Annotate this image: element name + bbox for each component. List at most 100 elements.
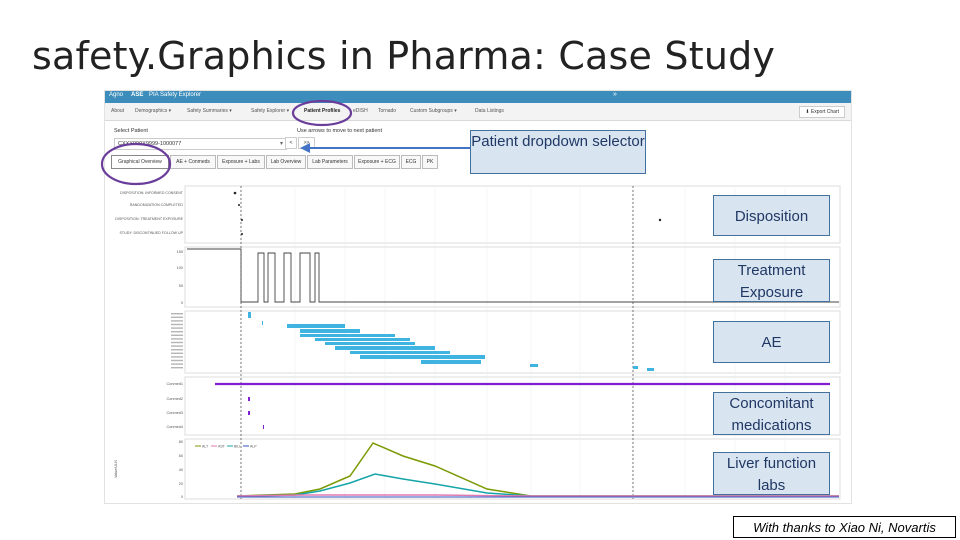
ae-term-label-placeholder: [171, 359, 183, 362]
tab-exposure-labs[interactable]: Exposure + Labs: [217, 155, 265, 169]
ae-bar: [325, 342, 415, 345]
nav-item-data-listings[interactable]: Data Listings: [475, 108, 504, 114]
lab-legend: ALT AST BILI ALP: [195, 445, 257, 449]
exposure-tick: 0: [181, 301, 183, 305]
ae-term-label-placeholder: [171, 313, 183, 315]
credit-note: With thanks to Xiao Ni, Novartis: [733, 516, 956, 538]
app-name: ASE: [131, 92, 144, 98]
ae-term-label-placeholder: [171, 341, 183, 344]
vertical-gridlines: [240, 186, 786, 499]
ae-term-label-placeholder: [171, 320, 183, 322]
ae-bar: [360, 355, 485, 359]
lab-tick: 40: [179, 468, 183, 472]
ae-term-labels: [171, 313, 183, 369]
conmed-row-label: Conmed1: [167, 382, 183, 386]
legend-entry: ALT: [202, 445, 209, 449]
tab-pk[interactable]: PK: [422, 155, 438, 169]
nav-item-custom-subgroups[interactable]: Custom Subgroups ▾: [410, 108, 457, 114]
callout-liver-function-labs: Liver function labs: [713, 452, 830, 495]
ae-term-label-placeholder: [171, 363, 183, 365]
tab-exposure-ecg[interactable]: Exposure + ECG: [354, 155, 400, 169]
exposure-line: [187, 248, 839, 303]
ae-term-label-placeholder: [171, 323, 183, 326]
nav-item-about[interactable]: About: [111, 108, 125, 114]
disposition-event: [241, 233, 243, 235]
ae-bar: [287, 324, 345, 328]
ae-bar: [421, 360, 481, 364]
patient-navigation-hint: Use arrows to move to next patient: [297, 128, 382, 134]
app-subtitle: PIA Safety Explorer: [149, 92, 202, 98]
lab-y-axis-label: Value/ULN: [114, 460, 118, 478]
callout-patient-dropdown: Patient dropdown selector: [470, 130, 646, 174]
conmed-row-label: Conmed4: [167, 425, 183, 429]
download-icon: ⬇: [805, 109, 810, 115]
tab-ecg[interactable]: ECG: [401, 155, 421, 169]
ae-term-label-placeholder: [171, 327, 183, 329]
nav-item-safety-explorer[interactable]: Safety Explorer ▾: [251, 108, 290, 114]
ae-term-label-placeholder: [171, 331, 183, 333]
disposition-panel: [184, 185, 841, 244]
ae-bar: [262, 321, 263, 325]
disposition-row-label: DISPOSITION: TREATMENT EXPOSURE: [115, 217, 183, 221]
ae-term-label-placeholder: [171, 316, 183, 318]
lab-panel: [184, 438, 841, 500]
slide-title: safety.Graphics in Pharma: Case Study: [32, 34, 776, 78]
callout-treatment-exposure: Treatment Exposure: [713, 259, 830, 302]
disposition-row-label: DISPOSITION: INFORMED CONSENT: [120, 191, 184, 195]
ae-bar: [530, 364, 538, 367]
conmed-bar: [248, 397, 250, 401]
tab-lab-parameters[interactable]: Lab Parameters: [307, 155, 353, 169]
disposition-event: [241, 219, 243, 221]
lab-line-pink: [236, 494, 839, 497]
ae-bar: [633, 366, 638, 369]
export-chart-label: Export Chart: [810, 109, 839, 115]
select-patient-label: Select Patient: [114, 128, 148, 134]
ae-bar: [647, 368, 654, 371]
ae-bar: [248, 312, 251, 318]
ae-term-label-placeholder: [171, 338, 183, 340]
sidebar-toggle-icon[interactable]: »: [613, 91, 617, 98]
ae-bar: [300, 329, 360, 333]
nav-item-safety-summaries[interactable]: Safety Summaries ▾: [187, 108, 232, 114]
disposition-row-label: RANDOMIZATION COMPLETED: [130, 203, 184, 207]
exposure-tick: 100: [177, 266, 183, 270]
legend-entry: ALP: [250, 445, 257, 449]
ae-bars: [248, 312, 654, 371]
conmed-panel: [184, 376, 841, 436]
tab-lab-overview[interactable]: Lab Overview: [266, 155, 306, 169]
ae-term-label-placeholder: [171, 345, 183, 347]
callout-disposition: Disposition: [713, 195, 830, 236]
ae-term-label-placeholder: [171, 352, 183, 354]
ae-bar: [335, 346, 435, 350]
chevron-down-icon: ▾: [279, 141, 283, 147]
app-header: Agno ASE PIA Safety Explorer »: [105, 91, 851, 103]
nav-item-demographics[interactable]: Demographics ▾: [135, 108, 172, 114]
callout-ae: AE: [713, 321, 830, 363]
conmed-row-label: Conmed2: [167, 397, 183, 401]
ae-term-label-placeholder: [171, 367, 183, 369]
ae-panel: [184, 310, 841, 374]
callout-concomitant-medications: Concomitant medications: [713, 392, 830, 435]
lab-tick: 20: [179, 482, 183, 486]
exposure-panel: [184, 246, 841, 308]
brand-label: Agno: [109, 92, 124, 98]
ae-bar: [350, 351, 450, 354]
tab-ae-conmeds[interactable]: AE + Conmeds: [170, 155, 216, 169]
ae-bar: [315, 338, 410, 341]
exposure-tick: 150: [177, 250, 183, 254]
patient-profile-chart: DISPOSITION: INFORMED CONSENT RANDOMIZAT…: [114, 185, 841, 500]
conmed-bar: [248, 411, 250, 415]
export-chart-button[interactable]: ⬇ Export Chart: [799, 106, 845, 118]
legend-entry: AST: [218, 445, 226, 449]
lab-tick: 60: [179, 454, 183, 458]
conmed-row-label: Conmed3: [167, 411, 183, 415]
nav-bar: About Demographics ▾ Safety Summaries ▾ …: [105, 103, 851, 121]
ae-bar: [300, 334, 395, 337]
disposition-event: [233, 191, 237, 195]
ae-term-label-placeholder: [171, 334, 183, 336]
disposition-event: [658, 218, 662, 222]
ae-term-label-placeholder: [171, 349, 183, 351]
nav-item-edish[interactable]: eDISH: [353, 108, 368, 114]
previous-patient-button[interactable]: <: [285, 137, 297, 149]
nav-item-tornado[interactable]: Tornado: [378, 108, 397, 114]
